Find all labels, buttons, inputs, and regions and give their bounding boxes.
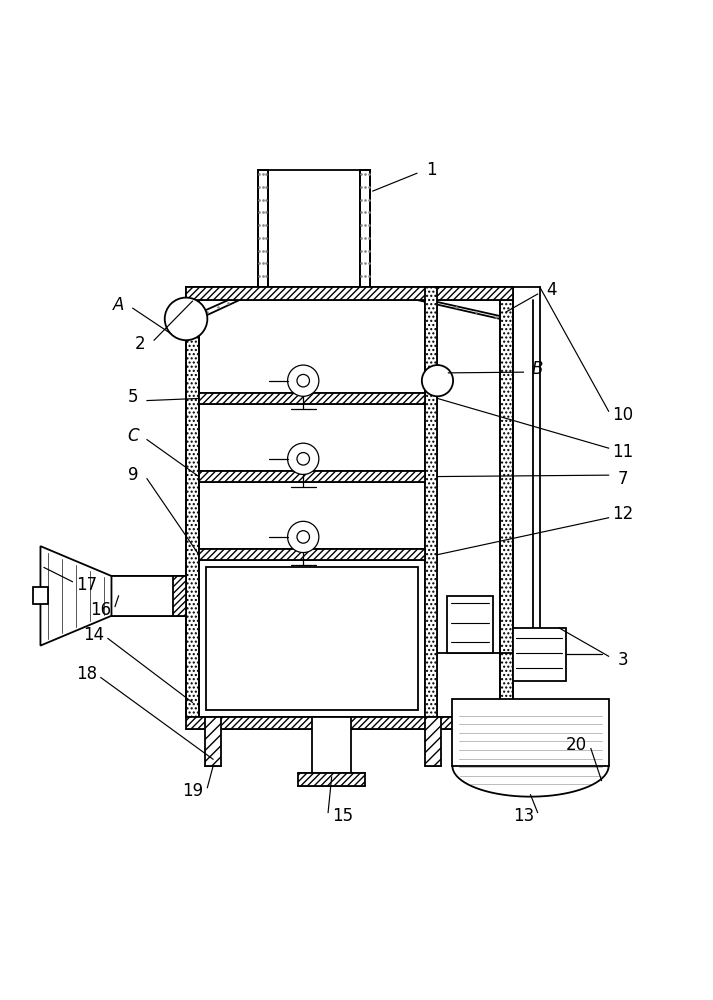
Bar bbox=[452, 699, 609, 766]
Bar bbox=[425, 287, 438, 717]
Bar bbox=[205, 717, 221, 766]
Bar bbox=[258, 170, 267, 287]
Text: 7: 7 bbox=[617, 470, 628, 488]
Text: 11: 11 bbox=[612, 443, 633, 461]
Bar bbox=[513, 628, 566, 681]
Text: C: C bbox=[127, 427, 138, 445]
Bar bbox=[199, 549, 425, 560]
Text: 16: 16 bbox=[91, 601, 111, 619]
Bar bbox=[298, 773, 365, 786]
Bar bbox=[312, 717, 352, 773]
Text: 14: 14 bbox=[83, 626, 104, 644]
Polygon shape bbox=[41, 546, 111, 646]
Bar bbox=[426, 717, 441, 766]
Text: 15: 15 bbox=[332, 807, 353, 825]
Circle shape bbox=[422, 365, 453, 396]
Bar bbox=[186, 717, 513, 729]
Bar bbox=[500, 287, 513, 717]
Circle shape bbox=[165, 298, 207, 340]
Text: 2: 2 bbox=[135, 335, 145, 353]
Text: 4: 4 bbox=[547, 281, 557, 299]
Text: 17: 17 bbox=[76, 576, 97, 594]
Text: B: B bbox=[532, 360, 543, 378]
Bar bbox=[34, 587, 48, 604]
Text: 13: 13 bbox=[513, 807, 534, 825]
Bar bbox=[186, 287, 199, 717]
Bar bbox=[360, 170, 370, 287]
Bar bbox=[199, 393, 425, 404]
Text: 10: 10 bbox=[612, 406, 633, 424]
Text: 9: 9 bbox=[128, 466, 138, 484]
Circle shape bbox=[297, 453, 309, 465]
Circle shape bbox=[287, 365, 319, 396]
Bar bbox=[111, 576, 186, 616]
Bar bbox=[206, 567, 418, 710]
Text: 18: 18 bbox=[76, 665, 97, 683]
Text: 12: 12 bbox=[612, 505, 633, 523]
Bar bbox=[448, 596, 493, 653]
Text: 1: 1 bbox=[426, 161, 436, 179]
Text: 3: 3 bbox=[617, 651, 628, 669]
Bar bbox=[186, 287, 513, 300]
Text: 19: 19 bbox=[183, 782, 204, 800]
Circle shape bbox=[287, 521, 319, 553]
Circle shape bbox=[287, 443, 319, 474]
Circle shape bbox=[297, 374, 309, 387]
Bar bbox=[199, 471, 425, 482]
Text: 20: 20 bbox=[566, 736, 588, 754]
Text: 5: 5 bbox=[128, 388, 138, 406]
Circle shape bbox=[297, 531, 309, 543]
Text: A: A bbox=[113, 296, 124, 314]
Bar bbox=[173, 576, 186, 616]
